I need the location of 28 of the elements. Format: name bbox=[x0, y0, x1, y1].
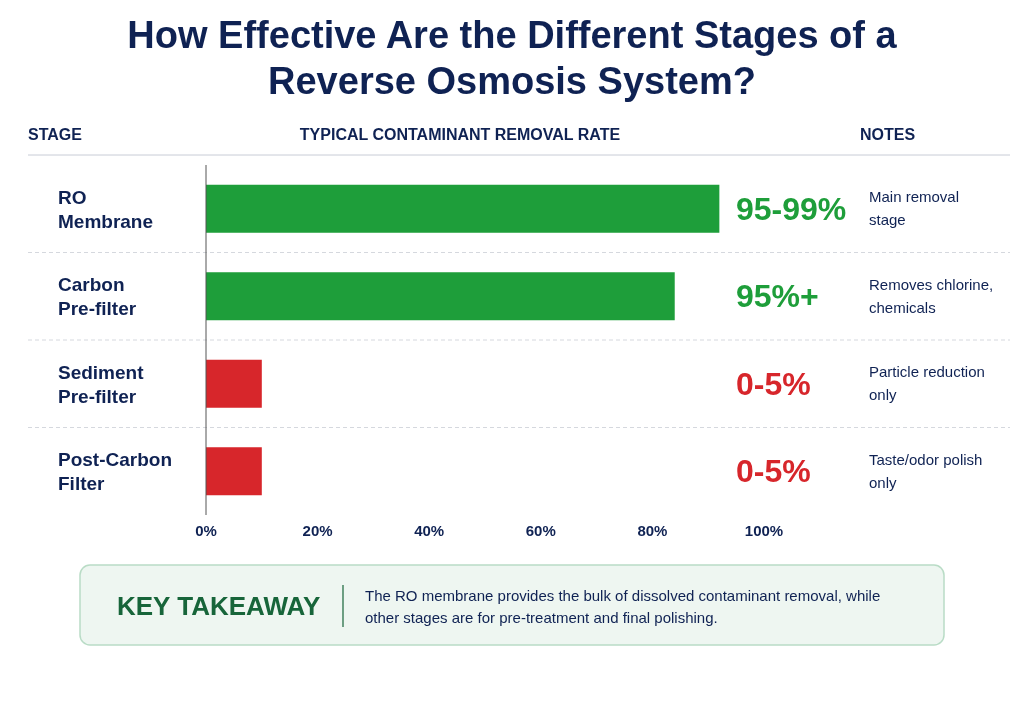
bar bbox=[206, 447, 262, 496]
y-tick-label: Sediment Pre-filter bbox=[58, 361, 145, 407]
annotation: 0-5% bbox=[736, 365, 811, 402]
bar bbox=[206, 359, 262, 408]
x-tick-label: 60% bbox=[525, 522, 556, 539]
annotation: 95-99% bbox=[736, 190, 847, 227]
x-tick-label: 20% bbox=[302, 522, 333, 539]
text: Removes chlorine, chemicals bbox=[869, 275, 994, 316]
annotation: 0-5% bbox=[736, 453, 811, 490]
y-tick-label: Post-Carbon Filter bbox=[58, 449, 172, 495]
y-tick-label: RO Membrane bbox=[58, 186, 154, 232]
x-tick-label: 80% bbox=[637, 522, 668, 539]
y-axis-title: STAGE bbox=[28, 126, 83, 143]
text: The RO membrane provides the bulk of dissolved contaminant removal, while other stages are for pre-treatment and final polishing. bbox=[365, 587, 881, 626]
chart-title: How Effective Are the Different Stages of a Reverse Osmosis System? bbox=[127, 14, 898, 102]
annotation: 95%+ bbox=[736, 278, 819, 315]
text: NOTES bbox=[860, 126, 916, 143]
y-tick-label: Carbon Pre-filter bbox=[58, 274, 137, 320]
x-tick-label: 100% bbox=[744, 522, 784, 539]
text: KEY TAKEAWAY bbox=[117, 591, 321, 621]
x-tick-label: 0% bbox=[195, 522, 217, 539]
text: Main removal stage bbox=[869, 188, 960, 229]
bar bbox=[206, 184, 720, 233]
text: Particle reduction only bbox=[869, 363, 985, 404]
x-tick-label: 40% bbox=[414, 522, 445, 539]
text: Taste/odor polish only bbox=[869, 450, 983, 491]
x-axis-title: TYPICAL CONTAMINANT REMOVAL RATE bbox=[299, 126, 621, 143]
bar bbox=[206, 272, 675, 321]
